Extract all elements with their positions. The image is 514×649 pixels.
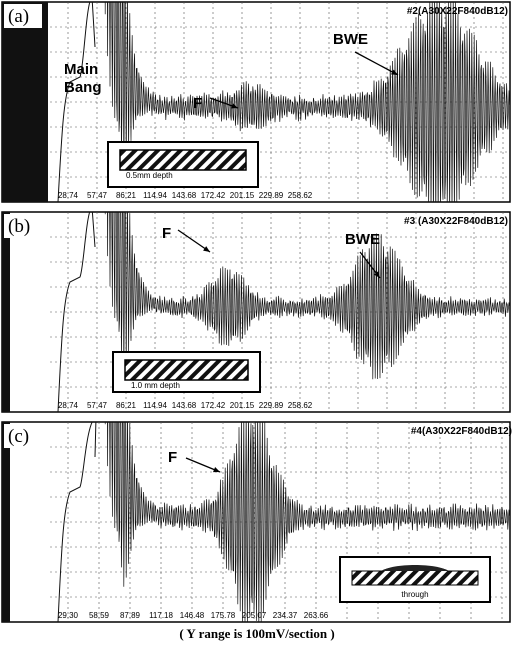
figure: ( Y range is 100mV/section ) (a) #2(A30X2… — [0, 0, 514, 649]
inset-caption: through — [401, 590, 428, 599]
panel-label: (a) — [8, 6, 29, 27]
x-tick-label: 205.07 — [242, 611, 267, 620]
panel-label: (b) — [8, 216, 30, 237]
x-tick-label: 143.68 — [172, 191, 197, 200]
x-tick-label: 258.62 — [288, 191, 313, 200]
x-tick-label: 86.21 — [116, 191, 137, 200]
annotation: Bang — [64, 79, 102, 96]
annotation: Main — [64, 61, 98, 78]
x-tick-label: 58.59 — [89, 611, 110, 620]
x-tick-label: 57.47 — [87, 191, 108, 200]
x-tick-label: 29.30 — [58, 611, 79, 620]
annotation: F — [168, 449, 177, 466]
panel-header: #3 (A30X22F840dB12) — [404, 216, 508, 227]
x-tick-label: 229.89 — [259, 191, 284, 200]
x-tick-label: 87.89 — [120, 611, 141, 620]
left-strip — [2, 212, 10, 412]
x-tick-label: 172.42 — [201, 401, 226, 410]
x-tick-label: 263.66 — [304, 611, 329, 620]
x-tick-label: 28.74 — [58, 191, 79, 200]
x-tick-label: 117.18 — [149, 611, 173, 620]
x-tick-label: 175.78 — [211, 611, 236, 620]
x-tick-label: 114.94 — [143, 401, 167, 410]
x-tick-label: 229.89 — [259, 401, 284, 410]
x-tick-label: 28.74 — [58, 401, 79, 410]
x-tick-label: 201.15 — [230, 191, 255, 200]
annotation: BWE — [333, 31, 368, 48]
annotation: F — [162, 225, 171, 242]
inset-caption: 1.0 mm depth — [131, 381, 180, 390]
annotation: BWE — [345, 231, 380, 248]
x-tick-label: 86.21 — [116, 401, 137, 410]
x-tick-label: 234.37 — [273, 611, 298, 620]
specimen — [125, 360, 248, 380]
left-strip — [2, 2, 48, 202]
x-tick-label: 114.94 — [143, 191, 167, 200]
panel-header: #2(A30X22F840dB12) — [407, 6, 508, 17]
specimen — [120, 150, 246, 170]
x-tick-label: 143.68 — [172, 401, 197, 410]
x-tick-label: 258.62 — [288, 401, 313, 410]
x-tick-label: 146.48 — [180, 611, 205, 620]
x-tick-label: 57.47 — [87, 401, 108, 410]
x-tick-label: 201.15 — [230, 401, 255, 410]
panel-label: (c) — [8, 426, 29, 447]
inset-caption: 0.5mm depth — [126, 171, 173, 180]
x-tick-label: 172.42 — [201, 191, 226, 200]
panel-header: #4(A30X22F840dB12) — [411, 426, 512, 437]
annotation: F — [193, 95, 202, 112]
left-strip — [2, 422, 10, 622]
figure-caption: ( Y range is 100mV/section ) — [179, 626, 334, 641]
